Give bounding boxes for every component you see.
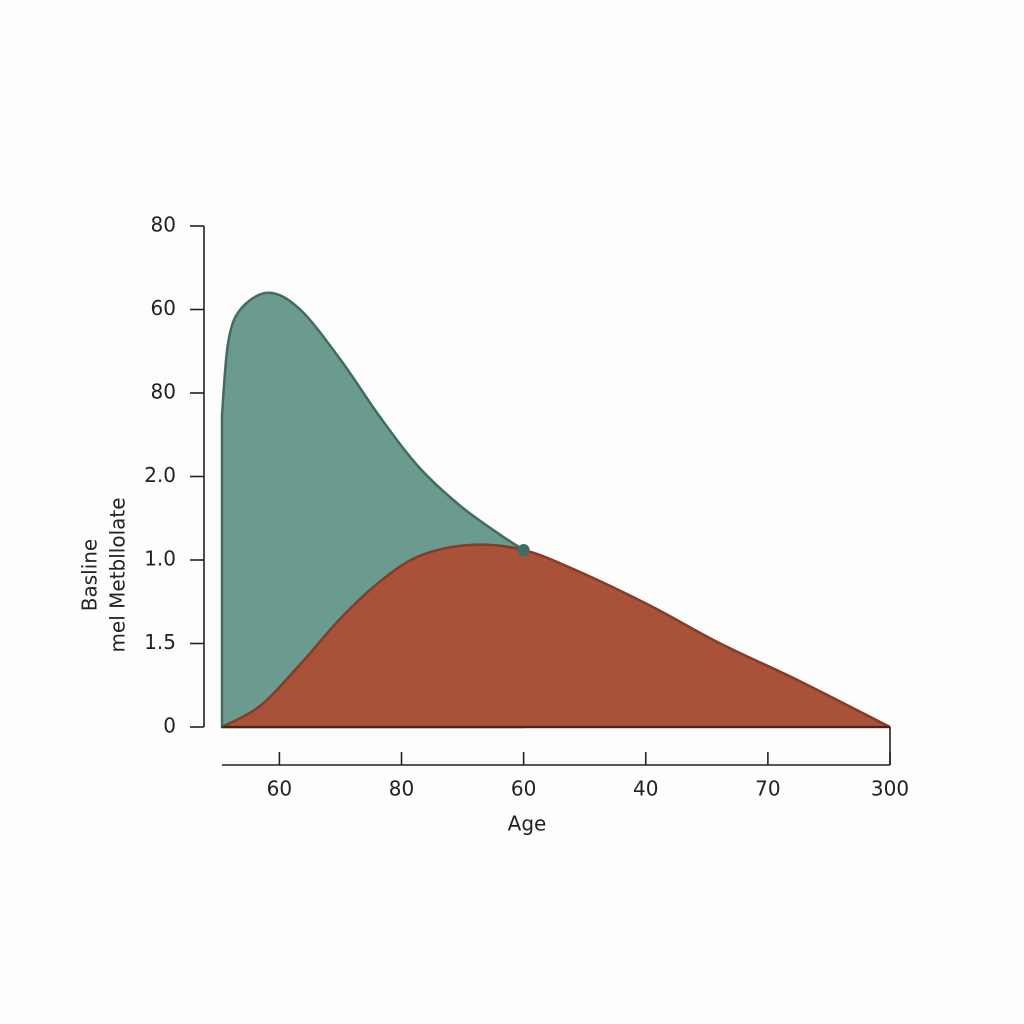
end-marker <box>517 543 530 556</box>
y-axis-label-line: mel Metbllolate <box>106 497 130 652</box>
y-axis-label-line: Basline <box>78 539 102 612</box>
x-tick-label: 80 <box>389 777 414 801</box>
y-tick-label: 2.0 <box>144 463 176 487</box>
x-tick-label: 60 <box>267 777 292 801</box>
area <box>221 543 891 729</box>
x-tick-label: 60 <box>511 777 536 801</box>
x-tick-label: 300 <box>871 777 909 801</box>
y-tick-label: 80 <box>151 213 176 237</box>
x-tick-label: 70 <box>755 777 780 801</box>
y-tick-label: 60 <box>151 296 176 320</box>
x-axis-label: Age <box>508 812 547 836</box>
y-tick-label: 0 <box>163 714 176 738</box>
y-axis-label: Basline mel Metbllolate <box>78 497 130 652</box>
y-tick-label: 1.5 <box>144 630 176 654</box>
y-tick-label: 1.0 <box>144 547 176 571</box>
x-tick-label: 40 <box>633 777 658 801</box>
y-tick-label: 80 <box>151 380 176 404</box>
